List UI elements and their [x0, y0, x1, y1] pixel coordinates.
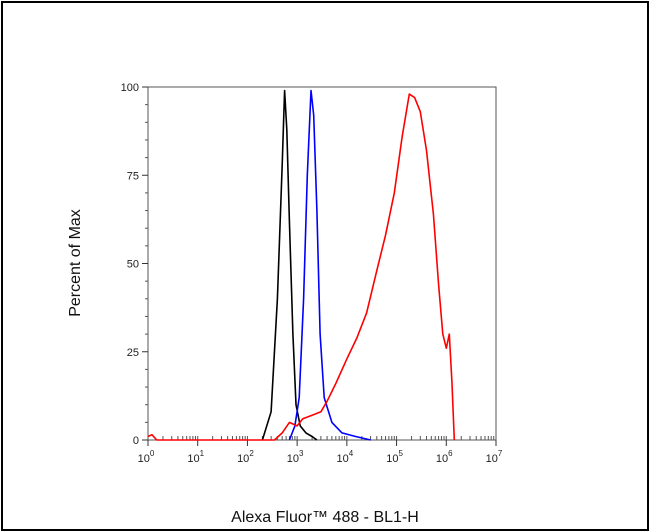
series-layer	[147, 89, 456, 441]
x-tick-label: 103	[287, 449, 304, 465]
y-tick-label: 25	[127, 347, 139, 359]
histogram-series-3	[147, 93, 456, 441]
x-tick-label: 106	[436, 449, 453, 465]
y-axis-title: Percent of Max	[67, 209, 84, 317]
x-tick-label: 105	[386, 449, 403, 465]
y-axis-ticks: 0 25 50 75 100	[121, 82, 148, 447]
histogram-series-1	[261, 89, 318, 441]
plot-box	[147, 86, 497, 441]
x-tick-label: 102	[237, 449, 254, 465]
plot-area	[147, 86, 497, 441]
x-axis-ticks: 100 101 102 103 104 105 106 107	[138, 440, 503, 465]
x-tick-label: 101	[187, 449, 204, 465]
histogram-series-2	[288, 89, 371, 441]
y-tick-label: 50	[127, 259, 139, 271]
x-axis-title: Alexa Fluor™ 488 - BL1-H	[231, 509, 419, 526]
x-tick-label: 107	[486, 449, 503, 465]
y-tick-label: 75	[127, 170, 139, 182]
x-tick-label: 100	[138, 449, 155, 465]
y-tick-label: 100	[121, 82, 139, 94]
x-tick-label: 104	[337, 449, 354, 465]
y-tick-label: 0	[133, 435, 139, 447]
